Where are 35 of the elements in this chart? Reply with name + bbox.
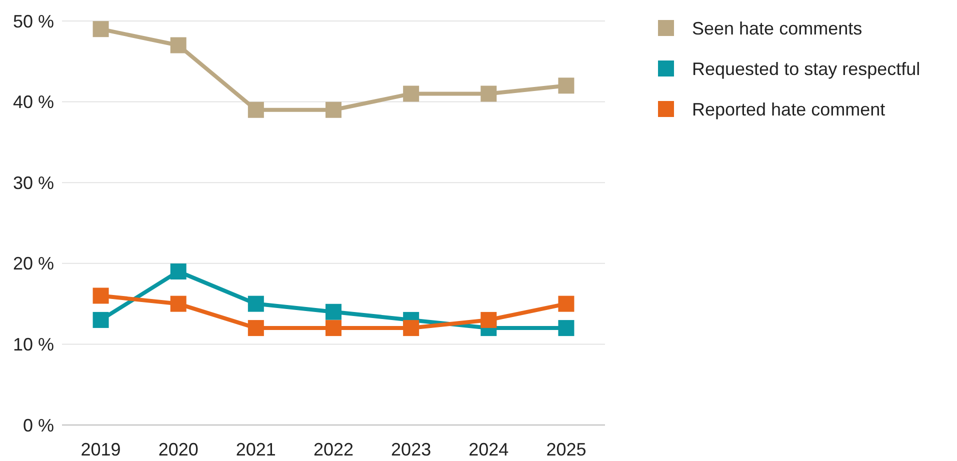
y-tick-label: 20 %: [12, 254, 54, 274]
point: [92, 288, 109, 304]
point: [558, 296, 574, 312]
point: [248, 320, 264, 336]
legend-label: Seen hate comments: [692, 18, 862, 38]
legend-label: Requested to stay respectful: [692, 58, 920, 79]
point: [403, 320, 420, 336]
point: [248, 102, 264, 118]
point: [326, 102, 342, 118]
point: [558, 78, 574, 94]
y-tick-label: 40 %: [12, 92, 54, 112]
point: [480, 86, 497, 102]
x-tick-label: 2025: [546, 439, 586, 460]
y-tick-label: 50 %: [12, 11, 54, 32]
x-tick-label: 2024: [468, 439, 509, 460]
point: [326, 320, 342, 336]
y-tick-label: 0 %: [22, 415, 54, 436]
point: [92, 312, 109, 328]
x-tick-label: 2019: [80, 439, 121, 460]
x-tick-label: 2023: [391, 439, 432, 460]
y-tick-label: 10 %: [12, 334, 54, 354]
point: [248, 296, 264, 312]
point: [170, 296, 186, 312]
x-tick-label: 2020: [158, 439, 198, 460]
point: [170, 263, 186, 280]
legend-label: Reported hate comment: [692, 99, 886, 120]
point: [170, 37, 186, 54]
point: [480, 312, 497, 328]
point: [558, 320, 574, 336]
point: [92, 21, 109, 38]
y-tick-label: 30 %: [12, 172, 54, 193]
point: [403, 86, 420, 102]
x-tick-label: 2022: [313, 439, 354, 460]
x-tick-label: 2021: [236, 439, 276, 460]
point: [326, 304, 342, 320]
